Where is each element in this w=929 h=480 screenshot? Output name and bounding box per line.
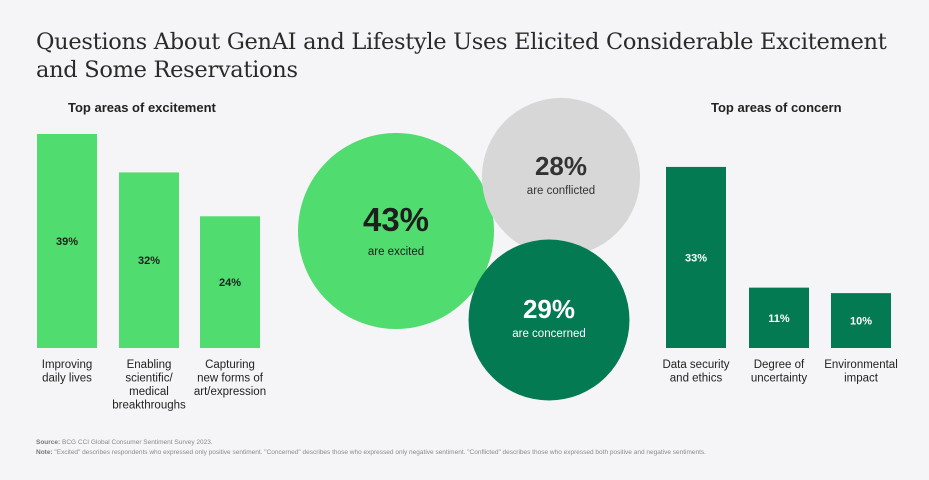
bubble-conflicted	[481, 97, 641, 257]
excitement-category-label-2: medical	[129, 386, 169, 398]
concern-category-label-1: and ethics	[670, 373, 723, 385]
footnote: Note: "Excited" describes respondents wh…	[36, 448, 706, 457]
excitement-bar-2	[119, 172, 179, 348]
note-label: Note:	[36, 449, 53, 456]
excitement-category-label-2: scientific/	[125, 373, 173, 385]
source-text: BCG CCI Global Consumer Sentiment Survey…	[62, 439, 213, 446]
concern-category-label-1: Data security	[662, 359, 729, 371]
bubble-concerned	[468, 239, 630, 401]
note-text: "Excited" describes respondents who expr…	[54, 449, 706, 456]
concern-heading: Top areas of concern	[711, 100, 842, 115]
excitement-category-label-2: Enabling	[127, 359, 172, 371]
concern-value-label-1: 33%	[685, 252, 707, 264]
excitement-category-label-1: Improving	[42, 359, 93, 371]
excitement-category-label-2: breakthroughs	[112, 400, 186, 412]
bubble-caption-concerned: are concerned	[512, 328, 586, 340]
source-note: Source: BCG CCI Global Consumer Sentimen…	[36, 438, 213, 447]
excitement-category-label-1: daily lives	[42, 373, 92, 385]
concern-category-label-3: impact	[844, 373, 879, 385]
concern-value-label-2: 11%	[768, 313, 790, 325]
excitement-category-label-3: new forms of	[197, 373, 264, 385]
concern-category-label-2: Degree of	[754, 359, 805, 371]
excitement-category-label-3: art/expression	[194, 386, 266, 398]
excitement-bar-3	[200, 216, 260, 348]
concern-category-label-2: uncertainty	[751, 373, 808, 385]
excitement-category-label-3: Capturing	[205, 359, 255, 371]
excitement-value-label-1: 39%	[56, 236, 78, 248]
excitement-heading: Top areas of excitement	[68, 100, 216, 115]
excitement-value-label-2: 32%	[138, 255, 160, 267]
concern-bar-1	[666, 166, 726, 348]
bubble-value-excited: 43%	[363, 201, 429, 238]
bubble-caption-excited: are excited	[368, 246, 424, 258]
page-title: Questions About GenAI and Lifestyle Uses…	[36, 29, 887, 83]
concern-category-label-3: Environmental	[824, 359, 898, 371]
bubble-value-conflicted: 28%	[535, 151, 587, 181]
source-label: Source:	[36, 439, 61, 446]
excitement-value-label-3: 24%	[219, 277, 241, 289]
bubble-value-concerned: 29%	[523, 294, 575, 324]
excitement-bar-1	[37, 134, 97, 348]
concern-value-label-3: 10%	[850, 316, 872, 328]
bubble-caption-conflicted: are conflicted	[527, 185, 595, 197]
concern-bar-3	[831, 293, 891, 348]
concern-bar-2	[749, 287, 809, 348]
bubble-excited	[298, 133, 494, 329]
